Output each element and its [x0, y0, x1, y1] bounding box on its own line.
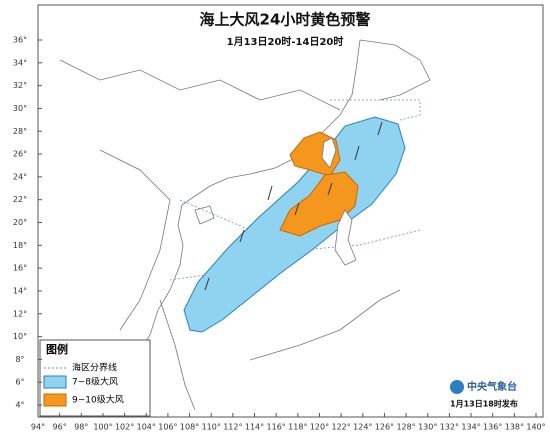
wind-barb [294, 202, 300, 216]
lon-label: 98° [74, 423, 88, 432]
luzon [334, 209, 357, 266]
lat-label: 14° [13, 286, 27, 295]
sea-boundary [299, 229, 421, 251]
lon-label: 116° [267, 423, 286, 432]
coastline [249, 289, 401, 361]
wind-barbs [204, 121, 383, 291]
lon-label: 124° [353, 423, 372, 432]
coastline [359, 39, 431, 101]
lat-label: 12° [13, 309, 27, 318]
lon-label: 108° [180, 423, 199, 432]
legend-label: 海区分界线 [72, 362, 117, 374]
lon-label: 118° [288, 423, 307, 432]
lat-label: 26° [13, 150, 27, 159]
lon-label: 102° [115, 423, 134, 432]
legend-label: 9~10级大风 [72, 394, 124, 406]
agency-name: 中央气象台 [467, 380, 517, 393]
agency-logo [450, 380, 464, 394]
wind-barb [354, 145, 360, 161]
wind-barb [204, 277, 210, 291]
coastline [159, 299, 196, 411]
wind-barb [327, 182, 333, 196]
title: 海上大风24小时黄色预警 [200, 11, 371, 29]
lon-label: 126° [375, 423, 394, 432]
lat-label: 24° [13, 172, 27, 181]
lon-label: 110° [202, 423, 221, 432]
lat-label: 28° [13, 127, 27, 136]
lon-label: 104° [137, 423, 156, 432]
lon-label: 112° [223, 423, 242, 432]
lat-label: 30° [13, 104, 27, 113]
lon-label: 134° [461, 423, 480, 432]
lat-label: 10° [13, 332, 27, 341]
sea-boundary [330, 99, 421, 121]
lon-label: 94° [31, 423, 45, 432]
taiwan [321, 137, 337, 169]
lat-label: 18° [13, 241, 27, 250]
lon-label: 140° [526, 423, 545, 432]
lon-label: 122° [331, 423, 350, 432]
lat-label: 4° [15, 401, 24, 410]
lon-label: 128° [396, 423, 415, 432]
subtitle: 1月13日20时-14日20时 [227, 35, 344, 48]
issue-time: 1月13日18时发布 [450, 399, 518, 409]
lon-label: 132° [440, 423, 459, 432]
lon-label: 114° [245, 423, 264, 432]
wind-barb [267, 185, 273, 201]
lat-label: 6° [15, 378, 24, 387]
border [99, 149, 171, 331]
lat-label: 22° [13, 195, 27, 204]
lat-label: 32° [13, 81, 27, 90]
lon-label: 100° [93, 423, 112, 432]
legend-title: 图例 [46, 342, 68, 356]
wind-barb [377, 121, 383, 136]
lat-label: 8° [15, 355, 24, 364]
lon-label: 136° [483, 423, 502, 432]
legend-label: 7~8级大风 [72, 376, 118, 388]
wind-barb [239, 229, 245, 243]
border [59, 59, 341, 111]
lon-label: 120° [310, 423, 329, 432]
lon-label: 138° [505, 423, 524, 432]
hainan [194, 205, 215, 225]
lat-label: 16° [13, 264, 27, 273]
coastlines [59, 39, 431, 411]
gale-area-9-10 [279, 171, 359, 237]
lon-label: 106° [158, 423, 177, 432]
legend-swatch [43, 375, 67, 389]
lat-label: 20° [13, 218, 27, 227]
legend-swatch [43, 393, 67, 407]
lon-label: 96° [53, 423, 67, 432]
coastline [139, 39, 361, 351]
lat-label: 34° [13, 58, 27, 67]
lat-label: 36° [13, 36, 27, 45]
lon-label: 130° [418, 423, 437, 432]
